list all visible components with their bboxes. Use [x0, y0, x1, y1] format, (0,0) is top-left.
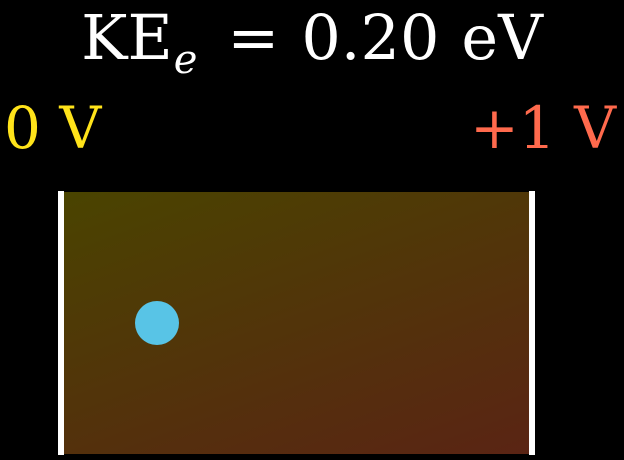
kinetic-energy-equation: KEe = 0.20 eV [0, 1, 624, 84]
electric-field-region [62, 192, 532, 454]
left-plate [58, 191, 64, 455]
ke-unit: eV [461, 1, 543, 74]
right-plate-voltage-label: +1 V [470, 94, 616, 162]
equals-sign: = [227, 1, 280, 74]
ke-value: 0.20 [301, 1, 440, 74]
electron [135, 301, 179, 345]
ke-subscript: e [173, 37, 198, 83]
ke-symbol: KE [81, 1, 173, 74]
left-plate-voltage-label: 0 V [4, 94, 102, 162]
right-plate [529, 191, 535, 455]
